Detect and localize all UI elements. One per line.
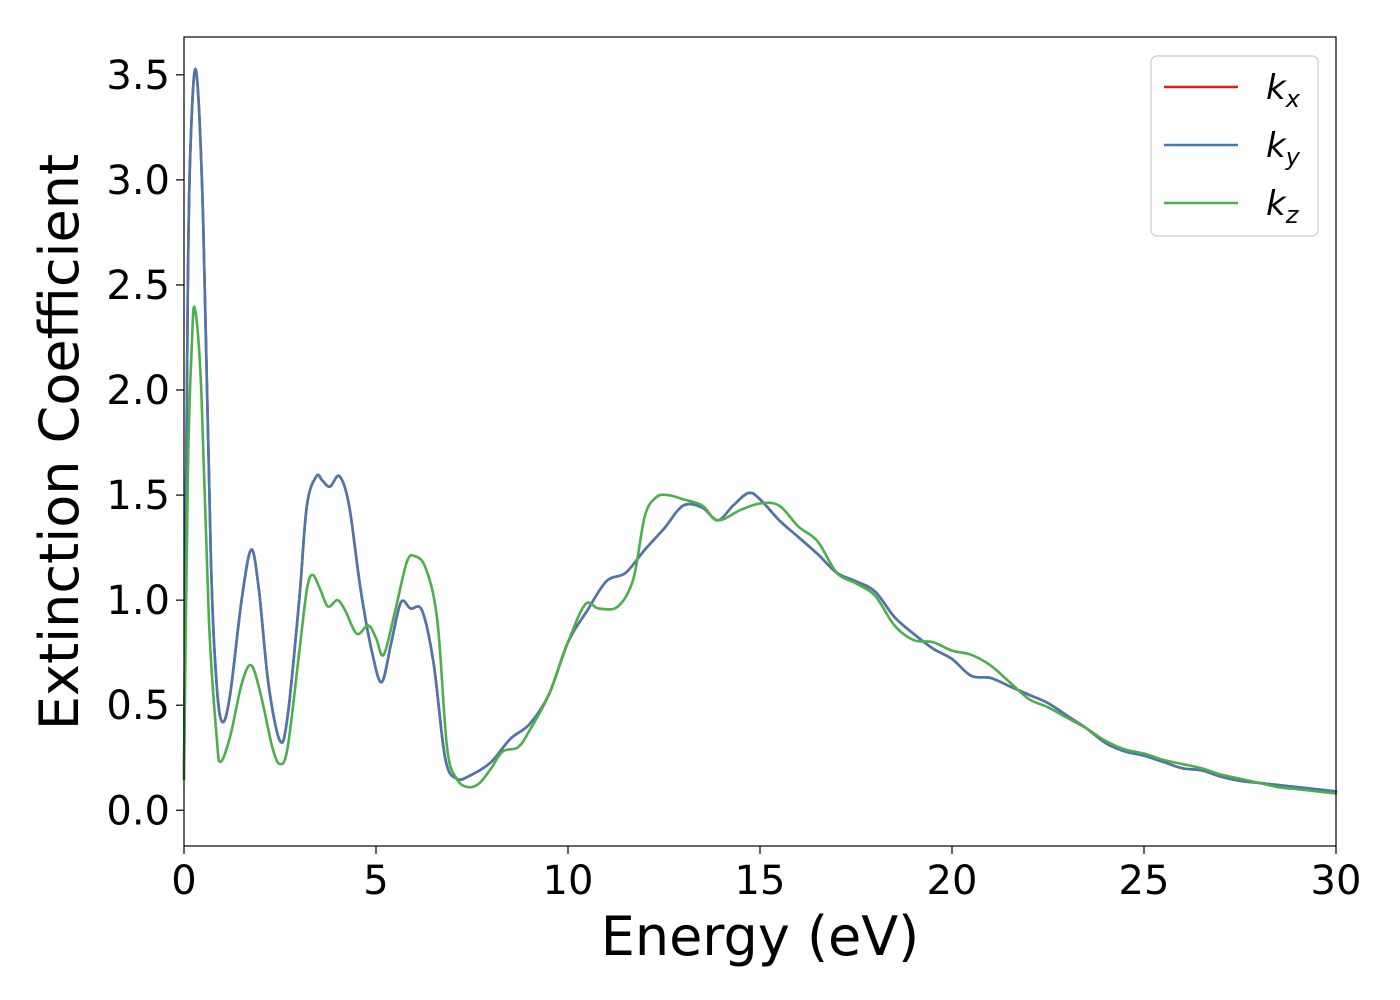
x-tick-label: 30: [1311, 858, 1362, 904]
series-layer: [182, 67, 1338, 795]
legend-label-kz: kz: [1266, 184, 1300, 229]
y-tick-label: 3.0: [106, 158, 170, 204]
x-axis: 0 5 10 15 20 25 30: [171, 846, 1361, 904]
x-tick-label: 0: [171, 858, 196, 904]
y-axis: 0.0 0.5 1.0 1.5 2.0 2.5 3.0 3.5: [106, 53, 184, 834]
y-tick-label: 0.5: [106, 683, 170, 729]
x-tick-label: 15: [735, 858, 786, 904]
legend-label-main: k: [1266, 126, 1287, 166]
plot-area: [184, 37, 1336, 846]
legend-label-main: k: [1266, 68, 1287, 108]
legend-label-subscript: y: [1285, 143, 1301, 171]
series-line-kz: [182, 305, 1338, 795]
x-tick-label: 10: [543, 858, 594, 904]
x-tick-label: 25: [1119, 858, 1170, 904]
legend-label-kx: kx: [1266, 68, 1301, 113]
legend-label-main: k: [1266, 184, 1287, 224]
y-tick-label: 1.0: [106, 578, 170, 624]
y-tick-label: 1.5: [106, 473, 170, 519]
y-tick-label: 2.5: [106, 263, 170, 309]
legend-label-subscript: z: [1285, 201, 1300, 229]
y-axis-title: Extinction Coefficient: [28, 154, 91, 730]
x-axis-title: Energy (eV): [601, 905, 920, 968]
x-tick-label: 5: [363, 858, 388, 904]
legend-label-ky: ky: [1266, 126, 1301, 171]
y-tick-label: 0.0: [106, 788, 170, 834]
y-tick-label: 3.5: [106, 53, 170, 99]
legend-label-subscript: x: [1285, 85, 1301, 113]
y-tick-label: 2.0: [106, 368, 170, 414]
x-tick-label: 20: [927, 858, 978, 904]
